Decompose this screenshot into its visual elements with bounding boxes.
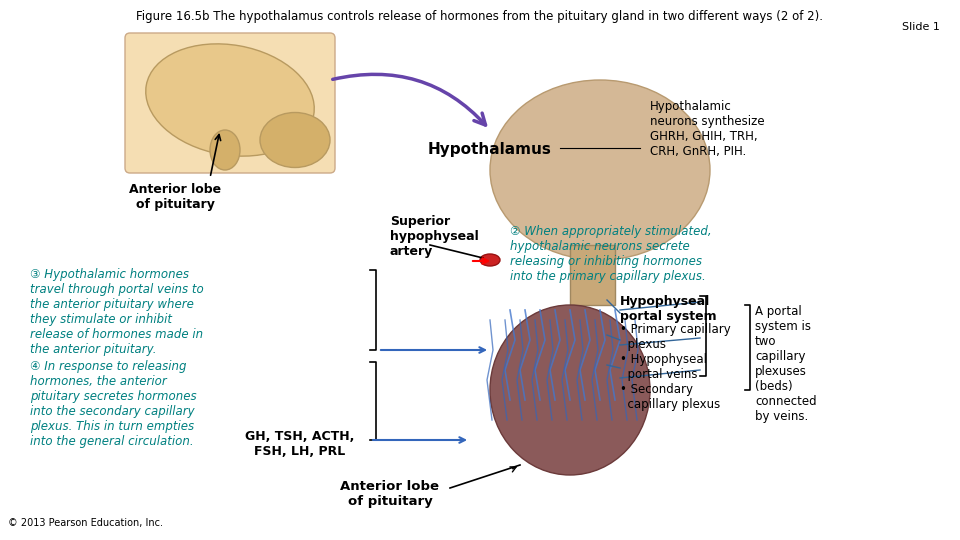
Ellipse shape [260, 112, 330, 167]
Text: ② When appropriately stimulated,
hypothalamic neurons secrete
releasing or inhib: ② When appropriately stimulated, hypotha… [510, 225, 711, 283]
Ellipse shape [146, 44, 314, 156]
Text: Slide 1: Slide 1 [902, 22, 940, 32]
Text: A portal
system is
two
capillary
plexuses
(beds)
connected
by veins.: A portal system is two capillary plexuse… [755, 305, 817, 423]
Ellipse shape [490, 80, 710, 260]
Ellipse shape [480, 254, 500, 266]
FancyArrowPatch shape [333, 75, 486, 125]
Text: Hypophyseal
portal system: Hypophyseal portal system [620, 295, 716, 323]
Text: Superior
hypophyseal
artery: Superior hypophyseal artery [390, 215, 479, 258]
Text: GH, TSH, ACTH,
FSH, LH, PRL: GH, TSH, ACTH, FSH, LH, PRL [246, 430, 354, 458]
Text: Hypothalamic
neurons synthesize
GHRH, GHIH, TRH,
CRH, GnRH, PIH.: Hypothalamic neurons synthesize GHRH, GH… [650, 100, 764, 158]
Text: ④ In response to releasing
hormones, the anterior
pituitary secretes hormones
in: ④ In response to releasing hormones, the… [30, 360, 197, 448]
Ellipse shape [210, 130, 240, 170]
Text: Figure 16.5b The hypothalamus controls release of hormones from the pituitary gl: Figure 16.5b The hypothalamus controls r… [136, 10, 824, 23]
Text: ③ Hypothalamic hormones
travel through portal veins to
the anterior pituitary wh: ③ Hypothalamic hormones travel through p… [30, 268, 204, 356]
Bar [570, 245, 615, 305]
Text: © 2013 Pearson Education, Inc.: © 2013 Pearson Education, Inc. [8, 518, 163, 528]
Ellipse shape [490, 305, 650, 475]
Text: Anterior lobe
of pituitary: Anterior lobe of pituitary [341, 480, 440, 508]
FancyBboxPatch shape [125, 33, 335, 173]
Bar [215, 115, 243, 143]
Text: Anterior lobe
of pituitary: Anterior lobe of pituitary [129, 183, 221, 211]
Text: • Primary capillary
  plexus
• Hypophyseal
  portal veins
• Secondary
  capillar: • Primary capillary plexus • Hypophyseal… [620, 323, 731, 411]
Text: Hypothalamus: Hypothalamus [428, 142, 552, 157]
